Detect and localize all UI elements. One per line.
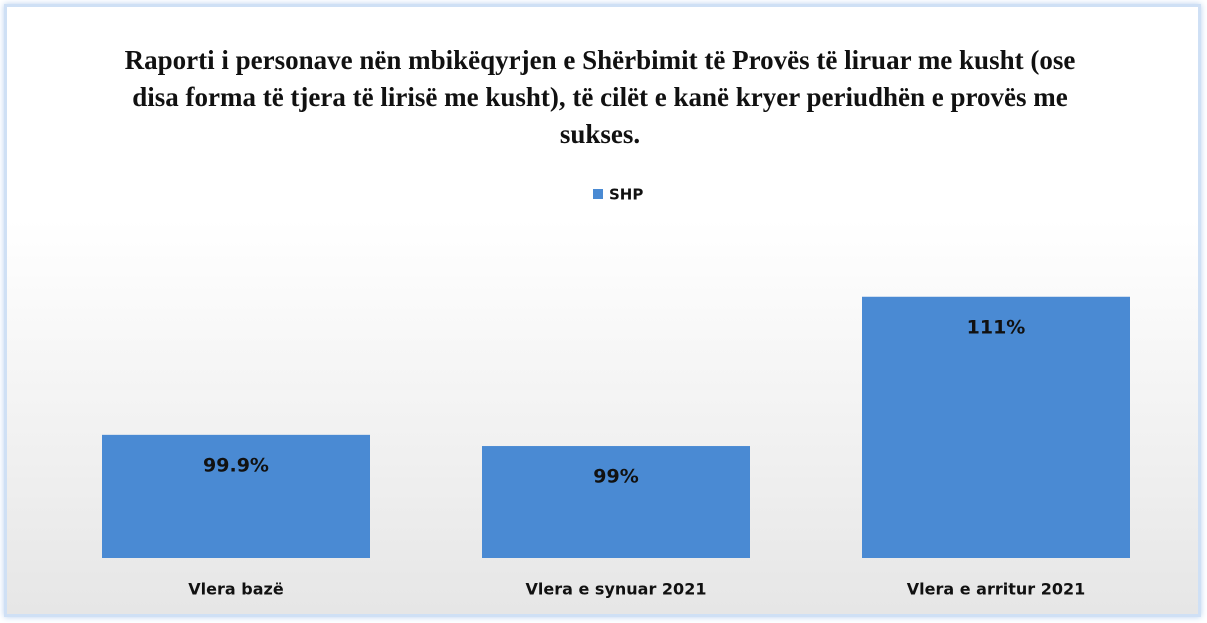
bar <box>102 434 370 558</box>
value-label: 99.9% <box>203 454 269 476</box>
x-tick-label: Vlera bazë <box>188 580 284 599</box>
value-label: 99% <box>593 466 638 488</box>
x-tick-label: Vlera e synuar 2021 <box>526 580 707 599</box>
legend-swatch <box>593 189 603 199</box>
bar <box>482 446 750 558</box>
x-tick-label: Vlera e arritur 2021 <box>907 580 1086 599</box>
bar <box>862 296 1130 558</box>
chart-title: Raporti i personave nën mbikëqyrjen e Sh… <box>124 45 1076 149</box>
value-label: 111% <box>967 316 1026 338</box>
legend-label: SHP <box>609 186 643 204</box>
